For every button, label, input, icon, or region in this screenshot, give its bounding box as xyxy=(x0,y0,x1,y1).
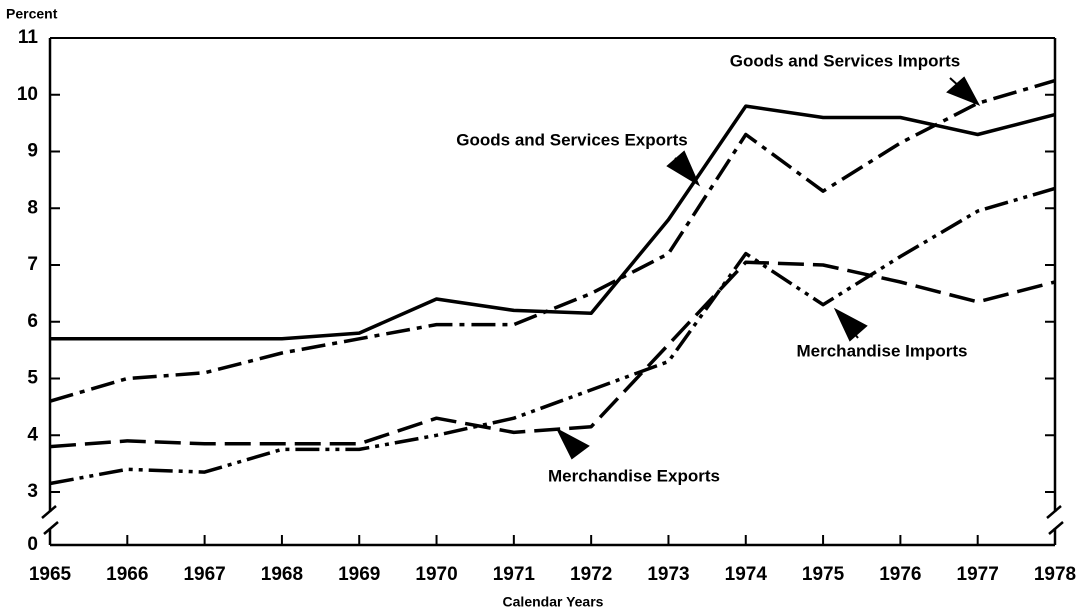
y-tick-label: 4 xyxy=(27,424,38,445)
x-tick-label: 1969 xyxy=(338,564,380,585)
x-tick-label: 1975 xyxy=(802,564,845,585)
y-tick-label: 8 xyxy=(27,197,38,218)
y-tick-label: 5 xyxy=(27,368,38,389)
x-tick-label: 1972 xyxy=(570,564,612,585)
axis-break xyxy=(1046,505,1064,535)
y-tick-label: 0 xyxy=(27,534,38,555)
y-tick-label: 6 xyxy=(27,311,38,332)
x-axis-label: Calendar Years xyxy=(503,594,604,610)
series-line xyxy=(50,104,1056,341)
x-tick-label: 1967 xyxy=(183,564,225,585)
y-tick-label: 10 xyxy=(17,84,38,105)
x-tick-label: 1978 xyxy=(1034,564,1076,585)
y-tick-label: 7 xyxy=(27,254,38,275)
annotation-arrows xyxy=(555,76,981,460)
series-line xyxy=(49,260,1056,449)
annotation: Merchandise Exports xyxy=(548,466,720,485)
x-tick-label: 1977 xyxy=(957,564,999,585)
y-tick-label: 3 xyxy=(27,481,38,502)
y-tick-label: 9 xyxy=(27,141,38,162)
x-tick-label: 1973 xyxy=(647,564,689,585)
series-line xyxy=(49,78,1056,403)
x-tick-label: 1974 xyxy=(725,564,768,585)
annotation: Merchandise Imports xyxy=(797,341,968,360)
series-line xyxy=(49,186,1056,486)
x-tick-label: 1970 xyxy=(415,564,457,585)
x-tick-label: 1968 xyxy=(261,564,303,585)
axis-break xyxy=(41,505,59,535)
x-tick-label: 1966 xyxy=(106,564,148,585)
y-tick-label: 11 xyxy=(18,27,39,48)
x-tick-label: 1976 xyxy=(879,564,921,585)
x-tick-label: 1965 xyxy=(29,564,72,585)
y-axis-label: Percent xyxy=(6,6,58,22)
annotation: Goods and Services Imports xyxy=(730,51,961,70)
annotation: Goods and Services Exports xyxy=(456,130,687,149)
x-tick-label: 1971 xyxy=(493,564,536,585)
